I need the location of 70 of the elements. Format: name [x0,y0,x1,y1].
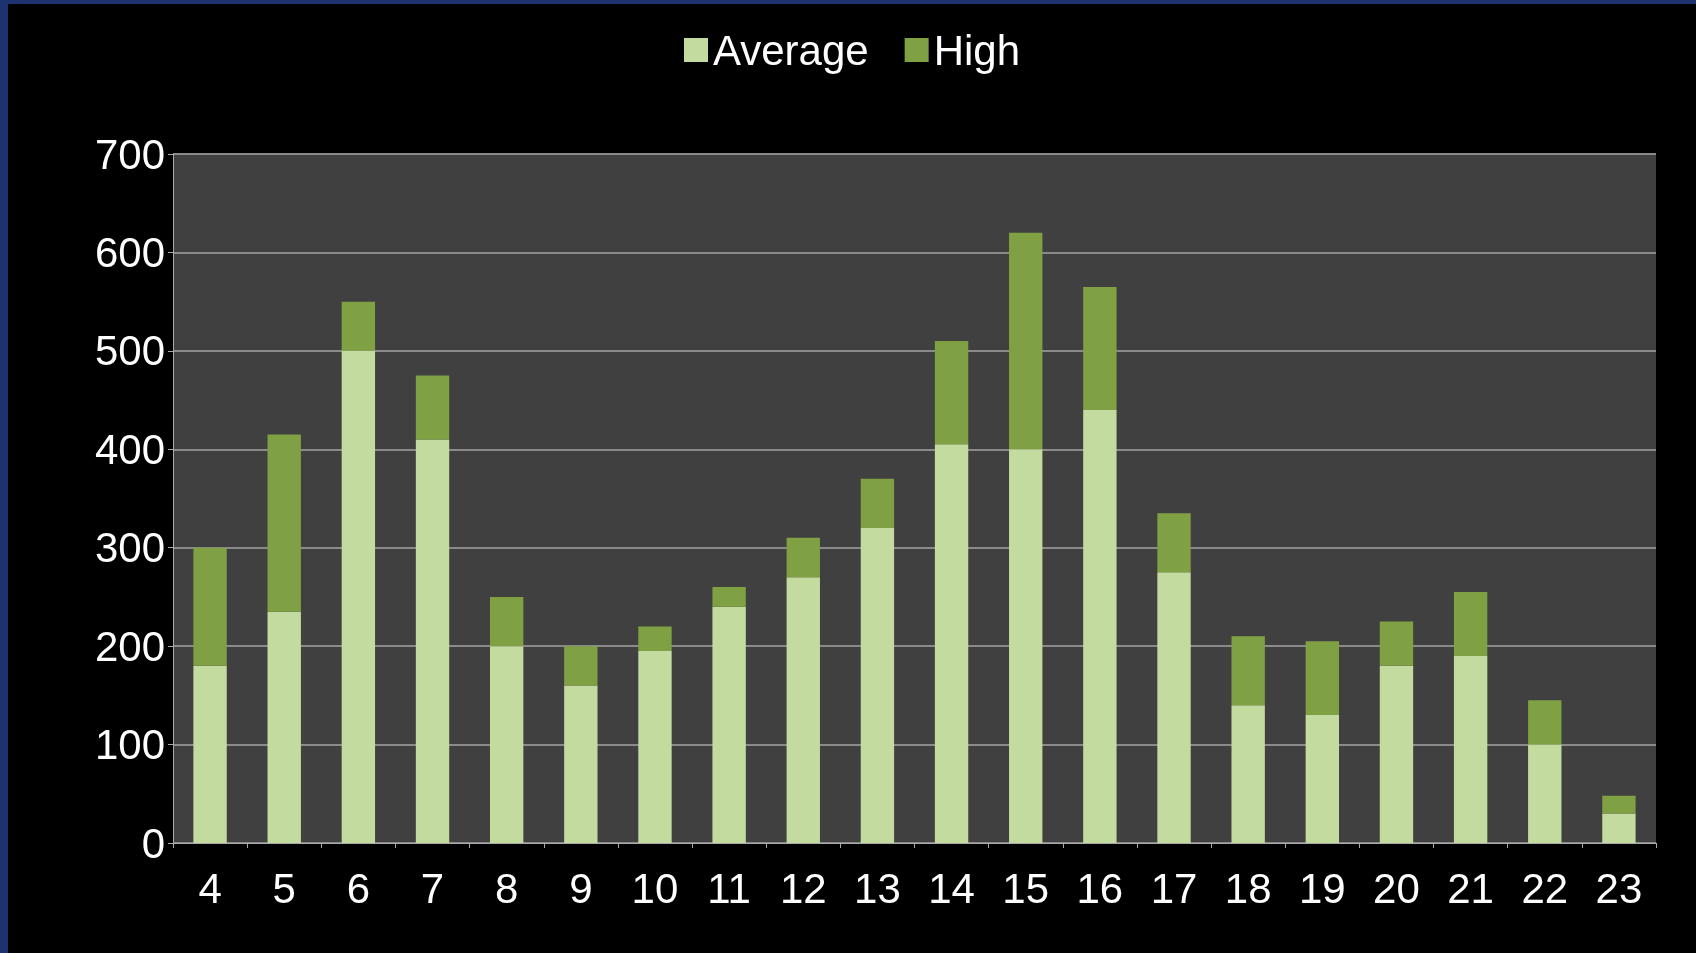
bar [712,587,746,607]
x-tick-label: 13 [854,864,901,912]
bar [489,646,524,843]
bar [1528,744,1562,843]
bar [341,350,376,843]
x-tick-label: 5 [272,864,296,912]
x-tick-label: 16 [1076,864,1124,912]
y-tick-label: 400 [94,425,165,473]
bar [1083,409,1117,843]
bar [1157,513,1191,573]
bar [934,341,969,445]
x-tick-label: 4 [198,864,222,912]
bar [860,528,895,843]
x-tick-label: 7 [420,864,445,912]
x-tick-label: 22 [1521,864,1569,912]
bar [638,651,672,843]
bar [1231,636,1265,706]
x-tick-label: 9 [569,864,593,912]
bar [1602,795,1636,814]
bar [934,444,969,843]
bar [638,626,672,652]
y-tick-label: 300 [94,524,165,572]
x-tick-label: 14 [928,864,975,912]
bar [415,439,450,843]
x-tick-label: 10 [631,864,679,912]
bar [267,434,301,612]
y-tick-label: 600 [94,228,165,276]
bar [786,537,820,578]
x-tick-label: 8 [495,864,519,912]
bar [267,611,301,843]
bar [1009,449,1043,843]
y-tick-label: 500 [94,327,165,375]
bar [1157,572,1191,843]
x-tick-label: 19 [1298,864,1346,912]
bar [1602,813,1636,843]
x-tick-label: 15 [1002,864,1050,912]
legend-label: High [933,26,1021,74]
x-tick-label: 17 [1150,864,1198,912]
y-tick-label: 200 [94,622,165,670]
bar [1453,592,1488,656]
x-tick-label: 6 [346,864,371,912]
bar [1453,655,1488,843]
bar [193,665,227,843]
bar [415,375,450,440]
bar [489,596,524,647]
bar [1231,705,1265,843]
legend-label: Average [712,26,869,74]
x-tick-label: 12 [779,864,827,912]
x-tick-label: 20 [1373,864,1420,912]
bar [564,646,598,686]
bar [564,685,598,843]
x-tick-label: 11 [707,864,751,912]
bar [1009,232,1043,450]
bar [1083,286,1117,410]
bar [1379,665,1414,843]
bar [341,301,376,351]
x-tick-label: 21 [1447,864,1494,912]
y-tick-label: 0 [141,819,165,867]
bar [1528,700,1562,745]
bar [1305,715,1340,843]
bar [1305,641,1340,716]
x-tick-label: 18 [1224,864,1272,912]
y-tick-label: 100 [94,721,165,769]
bar [193,547,227,666]
bar [786,577,820,843]
bar [712,606,746,843]
bar [1379,621,1414,666]
bar [860,478,895,529]
x-tick-label: 23 [1595,864,1643,912]
y-tick-label: 700 [94,130,165,178]
